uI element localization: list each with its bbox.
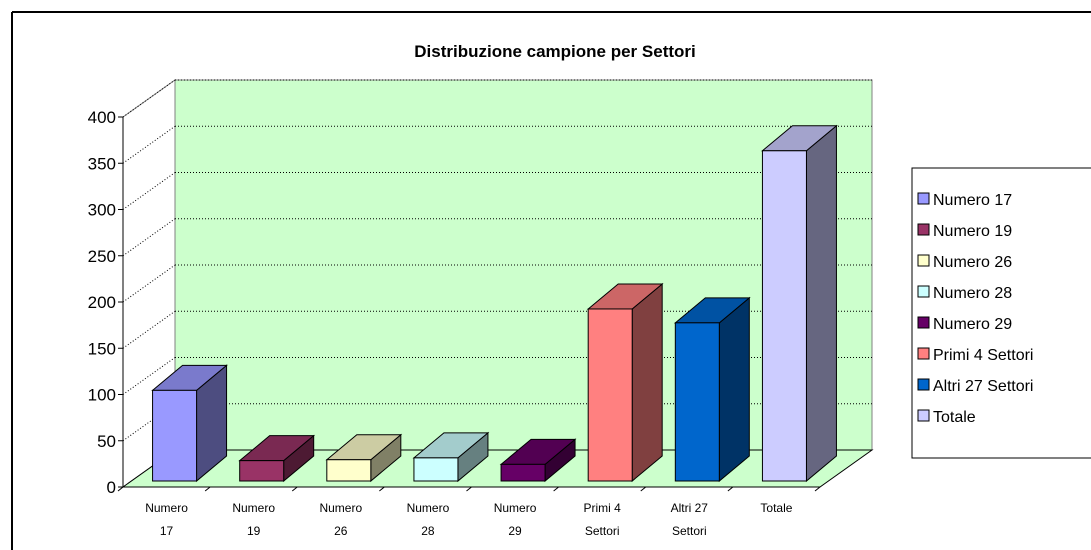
x-tick — [640, 486, 647, 492]
x-tick — [379, 486, 385, 492]
x-tick — [727, 486, 734, 492]
legend-box — [911, 167, 1091, 459]
legend-swatch — [917, 192, 930, 205]
x-tick — [814, 486, 821, 492]
y-tick-label: 100 — [88, 386, 116, 405]
x-tick-label: Primi 4 Settori — [583, 501, 621, 538]
x-tick-label: Numero 19 — [232, 501, 276, 538]
legend-label: Primi 4 Settori — [933, 347, 1033, 364]
x-tick-label: Numero 17 — [145, 501, 188, 538]
legend-swatch — [917, 347, 930, 360]
bar — [413, 457, 459, 482]
y-tick-label: 150 — [88, 339, 116, 358]
legend-swatch — [917, 285, 930, 298]
y-tick-label: 50 — [97, 432, 116, 451]
x-tick-label: Numero 28 — [406, 501, 450, 538]
chart-title: Distribuzione campione per Settori — [414, 42, 696, 61]
legend-label: Numero 19 — [933, 223, 1012, 240]
bar — [500, 463, 546, 482]
y-tick-label: 250 — [88, 247, 116, 266]
bar-side — [631, 282, 663, 483]
x-tick-label: Totale — [760, 501, 793, 515]
bar — [674, 322, 720, 482]
legend-swatch — [917, 254, 930, 267]
y-tick-label: 200 — [88, 293, 116, 312]
legend-swatch — [917, 409, 930, 422]
x-tick — [553, 486, 559, 492]
legend-label: Numero 29 — [933, 316, 1012, 333]
legend-label: Altri 27 Settori — [933, 378, 1033, 395]
floor — [121, 449, 874, 488]
x-tick — [466, 486, 472, 492]
x-tick-label: Numero 29 — [493, 501, 537, 538]
legend-label: Numero 28 — [933, 285, 1012, 302]
x-tick — [291, 486, 298, 492]
bar-side — [805, 124, 837, 483]
y-tick-label: 300 — [88, 201, 116, 220]
y-tick-label: 0 — [107, 478, 116, 497]
bar-side — [718, 296, 750, 483]
legend-label: Numero 26 — [933, 254, 1012, 271]
x-tick — [117, 486, 124, 492]
bar — [239, 460, 285, 482]
bar — [761, 150, 807, 482]
legend-swatch — [917, 223, 930, 236]
legend-label: Numero 17 — [933, 192, 1012, 209]
bar — [326, 459, 372, 482]
y-tick-label: 350 — [88, 154, 116, 173]
x-tick — [204, 486, 211, 492]
x-tick-label: Numero 26 — [319, 501, 363, 538]
bar — [152, 389, 198, 482]
legend-swatch — [917, 316, 930, 329]
y-tick-label: 400 — [88, 108, 116, 127]
legend-label: Totale — [933, 409, 976, 426]
legend-swatch — [917, 378, 930, 391]
x-tick-label: Altri 27 Settori — [670, 501, 708, 538]
bar — [587, 308, 633, 482]
